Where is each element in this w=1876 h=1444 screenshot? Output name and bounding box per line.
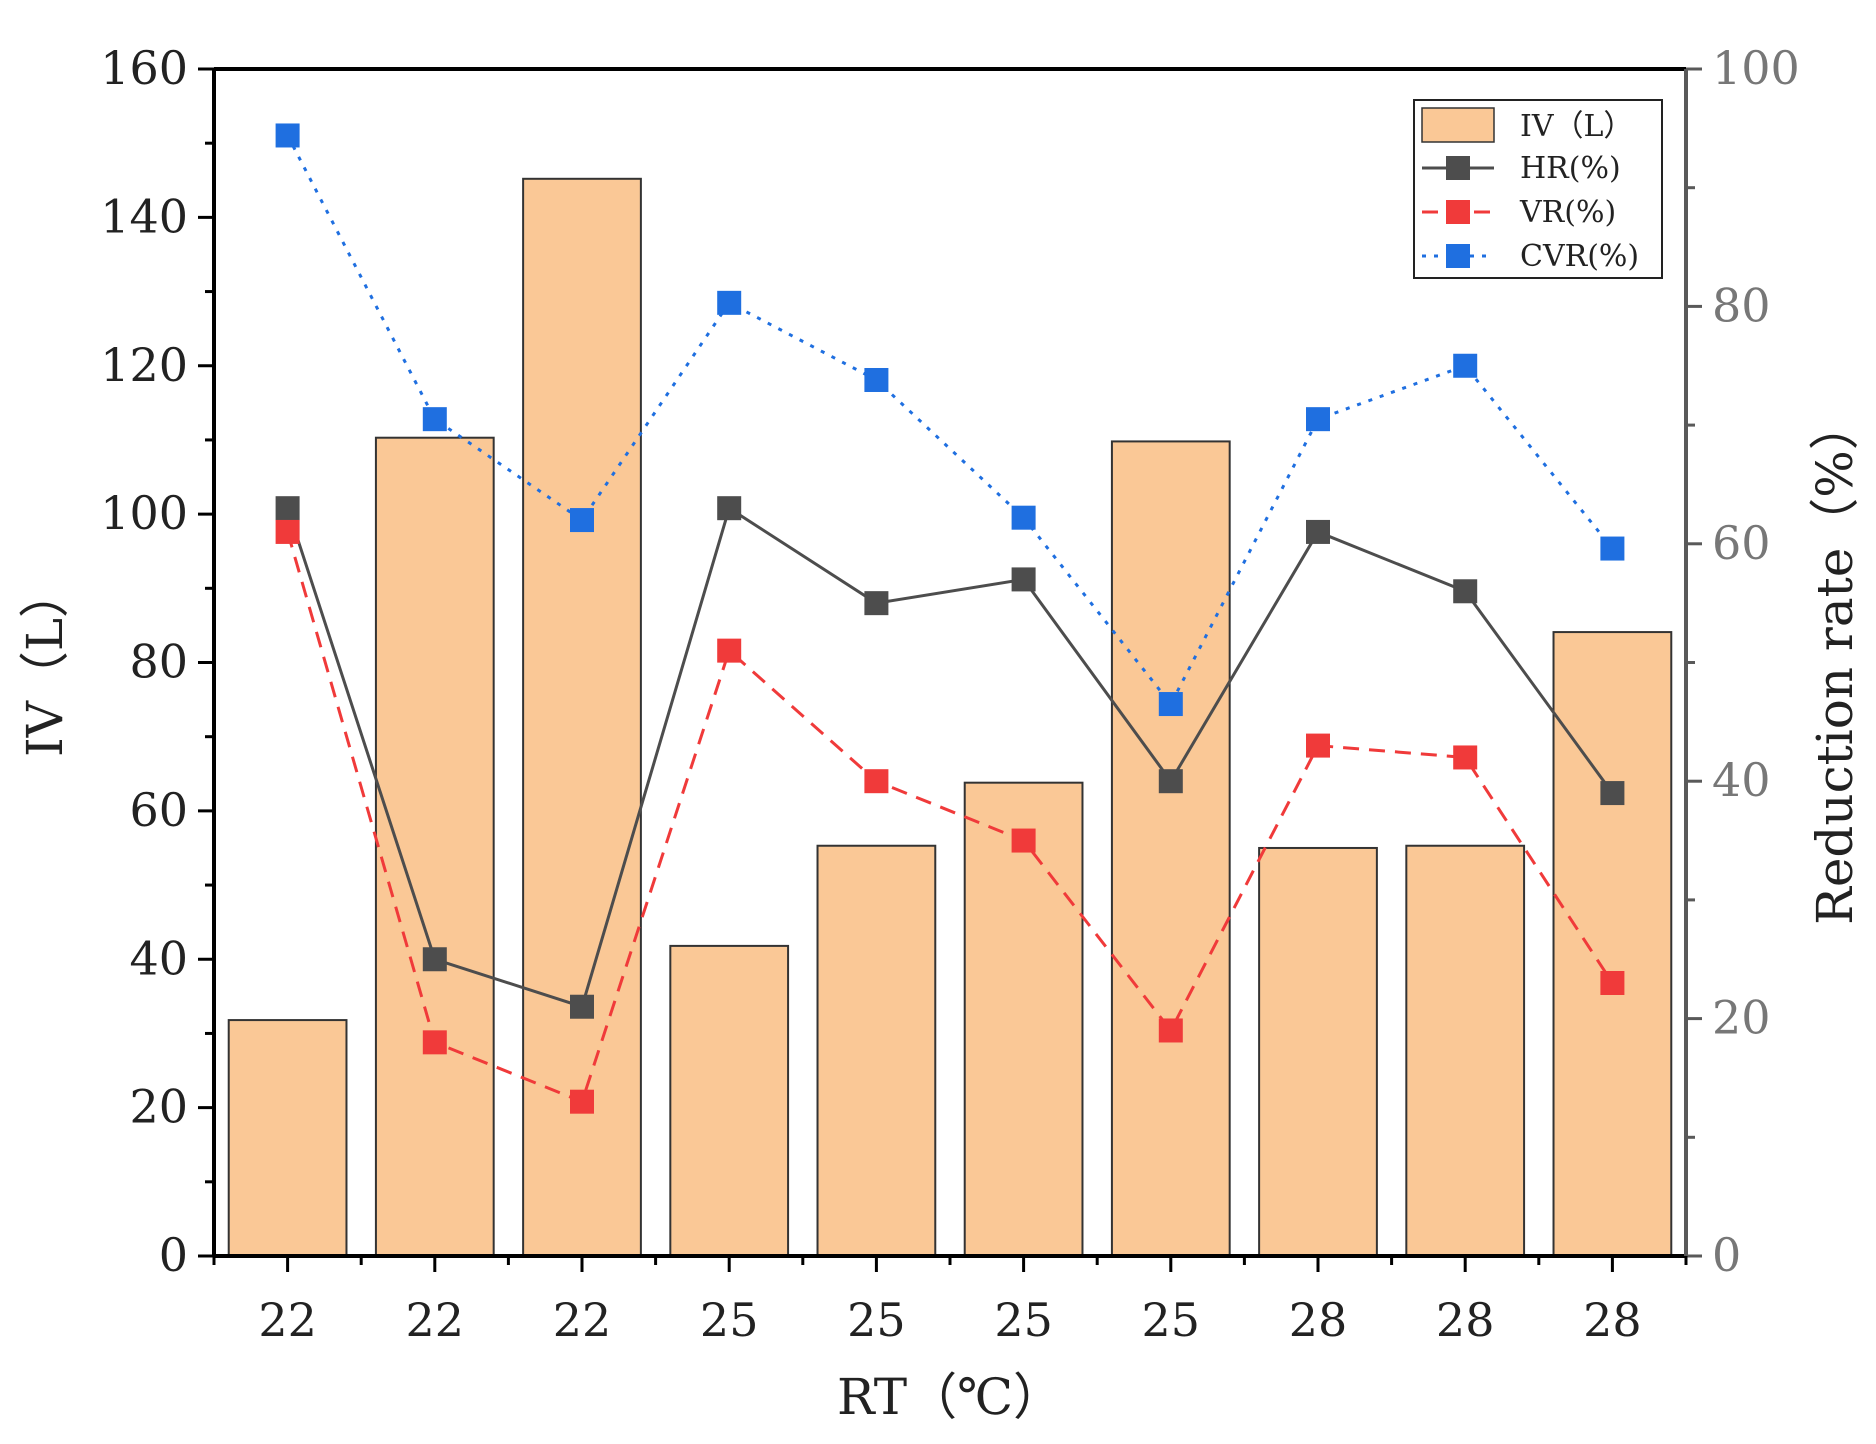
labels-layer: 0 20 40 60 80 100 120 140 160 0 20 40 60 80 100 22 22 22 2… [100, 41, 1800, 1347]
x-tick-label: 28 [1583, 1293, 1642, 1347]
series-3-point [1011, 505, 1036, 530]
right-tick-label: 20 [1712, 991, 1771, 1045]
right-y-axis-title: Reduction rate（%） [1806, 400, 1864, 925]
series-1-point [1306, 519, 1330, 544]
series-2-point [864, 769, 889, 794]
series-1-point [422, 947, 447, 972]
series-line-3 [286, 134, 1614, 707]
x-tick-label: 28 [1436, 1293, 1495, 1347]
axes-layer [198, 67, 1702, 1272]
left-tick-label: 40 [129, 931, 188, 985]
series-2-point [422, 1030, 447, 1055]
x-axis-title: RT（℃） [837, 1368, 1063, 1426]
bar-iv-5 [816, 844, 937, 1257]
series-1-point [1011, 567, 1036, 592]
legend-swatch-iv [1421, 107, 1495, 143]
left-tick-label: 0 [159, 1228, 188, 1282]
series-1-point [1600, 781, 1625, 806]
left-y-axis-title: IV（L） [16, 568, 74, 757]
bar-iv-4 [669, 944, 790, 1257]
left-tick-label: 160 [100, 41, 188, 95]
series-2-point [1600, 970, 1625, 995]
series-1-point [1453, 579, 1478, 604]
left-tick-label: 140 [100, 189, 188, 243]
bar-iv-3 [522, 177, 642, 1258]
left-tick-label: 20 [129, 1080, 188, 1134]
series-2-point [570, 1089, 594, 1114]
series-3-point [1600, 536, 1625, 561]
x-tick-label: 22 [553, 1293, 612, 1347]
bar-iv-6 [963, 781, 1084, 1258]
x-tick-label: 25 [847, 1293, 906, 1347]
bars-layer [227, 177, 1673, 1258]
series-1-point [275, 496, 300, 521]
series-3-point [1306, 407, 1330, 432]
left-tick-label: 120 [100, 338, 188, 392]
series-3-point [570, 508, 594, 533]
bar-iv-2 [374, 436, 495, 1258]
right-tick-label: 80 [1712, 278, 1771, 332]
series-2-point [1158, 1018, 1183, 1043]
bar-iv-1 [227, 1019, 348, 1257]
right-tick-label: 0 [1712, 1228, 1741, 1282]
bar-iv-9 [1405, 844, 1526, 1257]
left-tick-label: 60 [129, 783, 188, 837]
legend-marker-1 [1446, 156, 1470, 180]
series-2-point [1453, 745, 1478, 770]
legend-label-2: VR(%) [1519, 195, 1616, 230]
series-2-point [1011, 828, 1036, 853]
bar-iv-10 [1552, 631, 1673, 1257]
series-2-point [275, 519, 300, 544]
series-2-point [1306, 733, 1330, 758]
series-3-point [1453, 353, 1478, 378]
right-tick-label: 100 [1712, 41, 1800, 95]
series-3-point [864, 367, 889, 392]
left-tick-label: 80 [129, 635, 188, 689]
legend-marker-3 [1446, 244, 1470, 268]
legend-label-1: HR(%) [1520, 151, 1621, 186]
series-2-point [717, 638, 742, 663]
right-tick-label: 60 [1712, 516, 1771, 570]
series-line-2 [286, 531, 1614, 1104]
x-tick-label: 22 [406, 1293, 465, 1347]
series-1-point [864, 591, 889, 616]
legend: IV（L） HR(%) VR(%) CVR(%) [1413, 99, 1663, 279]
series-3-point [275, 123, 300, 148]
legend-label-3: CVR(%) [1520, 239, 1639, 274]
bar-iv-7 [1110, 440, 1231, 1257]
series-1-point [1158, 769, 1183, 794]
series-1-point [717, 496, 742, 521]
legend-marker-2 [1446, 200, 1470, 224]
series-line-1 [286, 505, 1614, 1009]
series-3-point [422, 407, 447, 432]
x-tick-label: 25 [1142, 1293, 1201, 1347]
left-tick-label: 100 [100, 486, 188, 540]
lines-layer [275, 123, 1625, 1114]
legend-label-iv: IV（L） [1520, 109, 1633, 144]
bar-iv-8 [1258, 846, 1378, 1257]
x-tick-label: 25 [994, 1293, 1053, 1347]
right-tick-label: 40 [1712, 753, 1771, 807]
x-tick-label: 25 [700, 1293, 759, 1347]
series-3-point [717, 290, 742, 315]
x-tick-label: 22 [258, 1293, 317, 1347]
x-tick-label: 28 [1289, 1293, 1348, 1347]
series-3-point [1158, 692, 1183, 717]
series-1-point [570, 994, 594, 1019]
